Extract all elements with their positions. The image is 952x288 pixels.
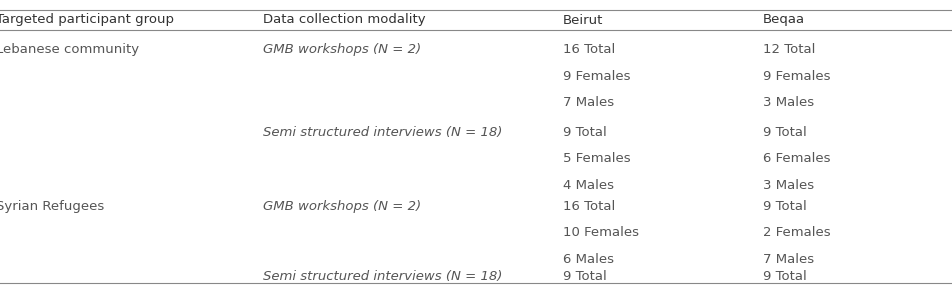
Text: 10 Females: 10 Females	[563, 226, 639, 240]
Text: 16 Total: 16 Total	[563, 43, 615, 56]
Text: Targeted participant group: Targeted participant group	[0, 14, 174, 26]
Text: GMB workshops (N = 2): GMB workshops (N = 2)	[263, 43, 421, 56]
Text: Syrian Refugees: Syrian Refugees	[0, 200, 105, 213]
Text: Beqaa: Beqaa	[763, 14, 805, 26]
Text: 7 Males: 7 Males	[763, 253, 814, 266]
Text: 3 Males: 3 Males	[763, 96, 814, 109]
Text: 9 Total: 9 Total	[563, 270, 606, 283]
Text: Semi structured interviews (N = 18): Semi structured interviews (N = 18)	[263, 270, 503, 283]
Text: 4 Males: 4 Males	[563, 179, 614, 192]
Text: 2 Females: 2 Females	[763, 226, 831, 240]
Text: 6 Males: 6 Males	[563, 253, 614, 266]
Text: 6 Females: 6 Females	[763, 153, 830, 166]
Text: GMB workshops (N = 2): GMB workshops (N = 2)	[263, 200, 421, 213]
Text: 12 Total: 12 Total	[763, 43, 815, 56]
Text: 9 Total: 9 Total	[763, 200, 806, 213]
Text: 5 Females: 5 Females	[563, 153, 630, 166]
Text: Data collection modality: Data collection modality	[263, 14, 426, 26]
Text: 9 Total: 9 Total	[763, 126, 806, 139]
Text: 3 Males: 3 Males	[763, 179, 814, 192]
Text: Semi structured interviews (N = 18): Semi structured interviews (N = 18)	[263, 126, 503, 139]
Text: 9 Total: 9 Total	[563, 126, 606, 139]
Text: 7 Males: 7 Males	[563, 96, 614, 109]
Text: Beirut: Beirut	[563, 14, 604, 26]
Text: 9 Females: 9 Females	[763, 69, 830, 82]
Text: 16 Total: 16 Total	[563, 200, 615, 213]
Text: 9 Females: 9 Females	[563, 69, 630, 82]
Text: 9 Total: 9 Total	[763, 270, 806, 283]
Text: Lebanese community: Lebanese community	[0, 43, 139, 56]
